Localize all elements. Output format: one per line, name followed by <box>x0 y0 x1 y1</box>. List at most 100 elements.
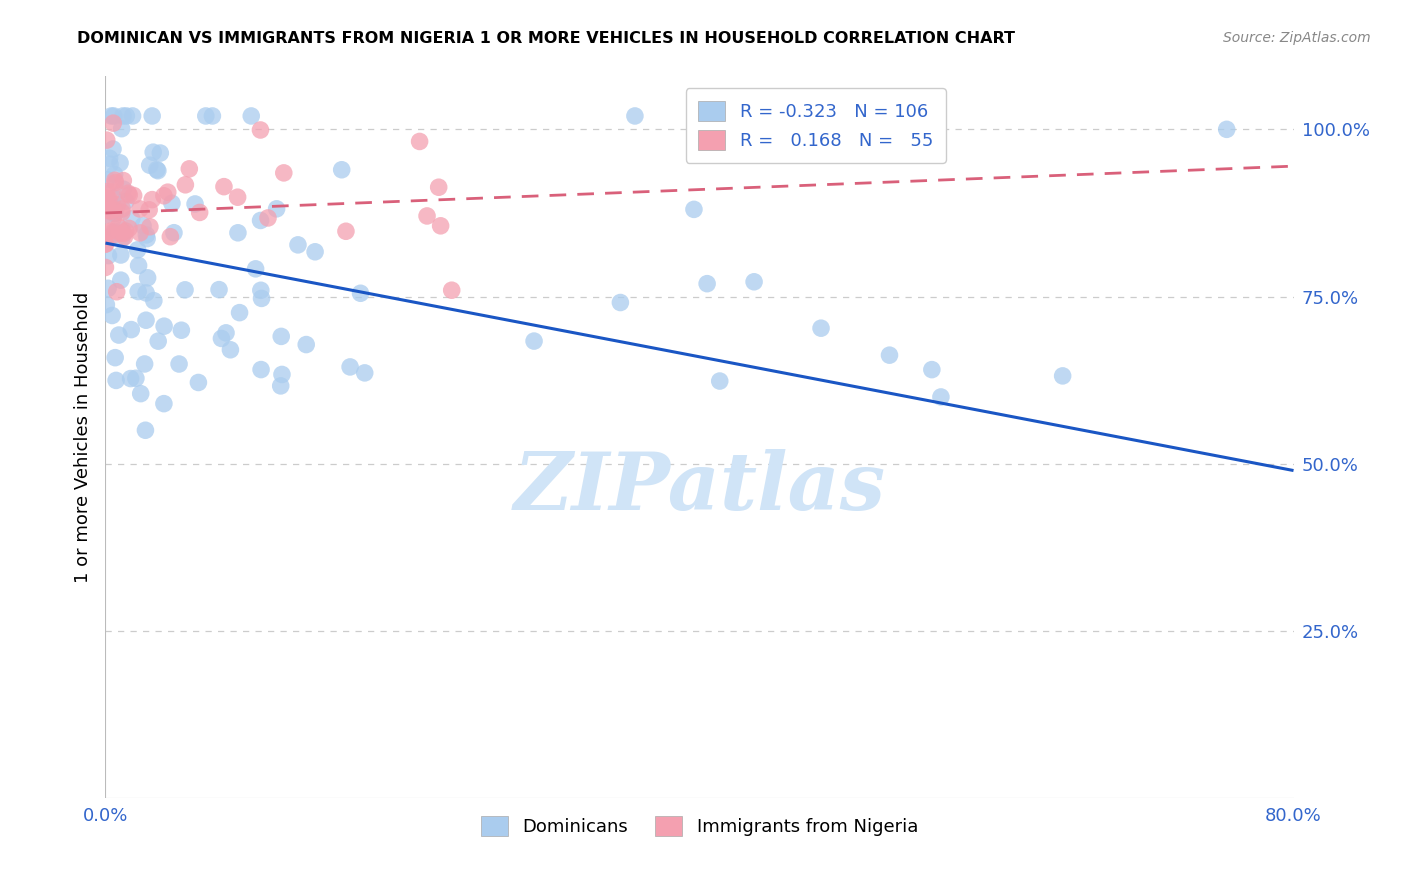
Point <box>146 163 169 178</box>
Point <box>136 231 159 245</box>
Point <box>98 151 121 165</box>
Point <box>129 386 152 401</box>
Point <box>257 211 280 225</box>
Point <box>97 249 120 263</box>
Point <box>208 283 231 297</box>
Point <box>104 176 127 190</box>
Point <box>103 206 125 220</box>
Point <box>209 331 232 345</box>
Point <box>100 204 122 219</box>
Point <box>134 357 156 371</box>
Point <box>160 196 183 211</box>
Point <box>132 219 155 233</box>
Point <box>683 202 706 217</box>
Point <box>125 371 148 385</box>
Point <box>215 326 238 340</box>
Point <box>96 133 118 147</box>
Point <box>108 227 131 241</box>
Point <box>100 109 122 123</box>
Legend: Dominicans, Immigrants from Nigeria: Dominicans, Immigrants from Nigeria <box>474 809 925 844</box>
Point <box>107 198 129 212</box>
Point <box>271 368 294 382</box>
Point <box>117 186 139 201</box>
Point <box>148 334 170 348</box>
Point <box>141 109 163 123</box>
Point <box>159 229 181 244</box>
Point <box>128 259 150 273</box>
Point <box>624 109 647 123</box>
Point <box>129 226 152 240</box>
Point <box>110 248 132 262</box>
Y-axis label: 1 or more Vehicles in Household: 1 or more Vehicles in Household <box>73 292 91 582</box>
Point <box>249 213 271 227</box>
Point <box>101 309 124 323</box>
Point <box>135 313 157 327</box>
Point <box>105 373 128 387</box>
Point <box>146 162 169 177</box>
Point <box>136 270 159 285</box>
Point <box>742 275 765 289</box>
Point <box>250 283 273 297</box>
Point <box>127 285 149 299</box>
Point <box>129 202 152 216</box>
Point <box>156 185 179 199</box>
Point <box>103 191 125 205</box>
Point <box>105 285 128 299</box>
Point <box>163 226 186 240</box>
Point <box>94 201 117 215</box>
Point <box>120 371 142 385</box>
Point <box>94 236 117 251</box>
Point <box>179 161 201 176</box>
Point <box>103 109 125 123</box>
Point <box>810 321 832 335</box>
Point <box>250 292 273 306</box>
Point <box>114 224 136 238</box>
Point <box>98 157 121 171</box>
Point <box>103 116 125 130</box>
Point <box>118 221 141 235</box>
Point <box>330 162 353 177</box>
Point <box>194 109 217 123</box>
Point <box>249 123 271 137</box>
Point <box>111 109 134 123</box>
Point <box>212 179 235 194</box>
Point <box>122 188 145 202</box>
Point <box>287 238 309 252</box>
Point <box>170 323 193 337</box>
Point <box>96 208 118 222</box>
Point <box>96 227 118 241</box>
Point <box>929 390 952 404</box>
Point <box>138 202 160 217</box>
Point <box>335 224 357 238</box>
Point <box>353 366 375 380</box>
Text: ZIPatlas: ZIPatlas <box>513 449 886 526</box>
Point <box>187 376 209 390</box>
Point <box>120 323 142 337</box>
Point <box>94 260 117 275</box>
Point <box>879 348 901 362</box>
Point <box>153 397 176 411</box>
Point <box>98 224 121 238</box>
Point <box>138 158 160 172</box>
Point <box>174 283 197 297</box>
Point <box>153 319 176 334</box>
Point <box>103 225 125 239</box>
Point <box>228 305 250 319</box>
Point <box>96 191 118 205</box>
Point <box>111 121 134 136</box>
Point <box>135 227 157 242</box>
Text: Source: ZipAtlas.com: Source: ZipAtlas.com <box>1223 31 1371 45</box>
Point <box>429 219 451 233</box>
Point <box>104 351 127 365</box>
Point <box>184 197 207 211</box>
Point <box>273 166 295 180</box>
Point <box>142 293 165 308</box>
Point <box>98 203 121 218</box>
Point <box>609 295 631 310</box>
Point <box>112 182 135 196</box>
Point <box>111 202 134 216</box>
Point <box>101 199 124 213</box>
Point <box>96 199 118 213</box>
Point <box>115 109 138 123</box>
Point <box>111 223 134 237</box>
